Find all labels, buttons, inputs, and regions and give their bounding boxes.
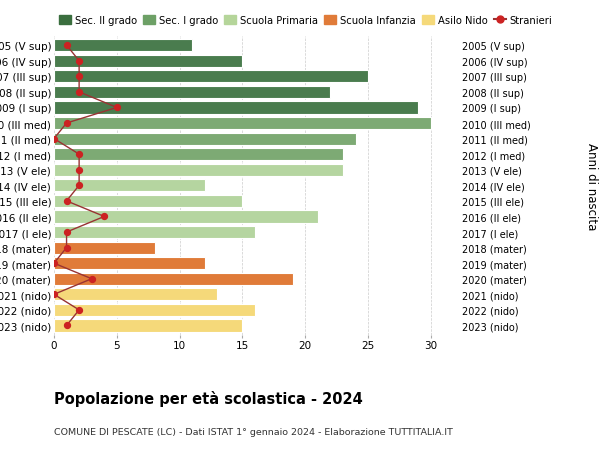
Bar (54, 40, 192, 52)
Bar (54, 289, 217, 301)
Point (74, 307, 84, 314)
Bar (54, 118, 431, 130)
Text: COMUNE DI PESCATE (LC) - Dati ISTAT 1° gennaio 2024 - Elaborazione TUTTITALIA.IT: COMUNE DI PESCATE (LC) - Dati ISTAT 1° g… (54, 427, 453, 436)
Legend: Sec. II grado, Sec. I grado, Scuola Primaria, Scuola Infanzia, Asilo Nido, Stran: Sec. II grado, Sec. I grado, Scuola Prim… (59, 16, 553, 26)
Point (62, 198, 71, 205)
Point (62, 322, 71, 330)
Point (74, 167, 84, 174)
Bar (54, 56, 242, 67)
Point (62, 244, 71, 252)
Bar (54, 226, 255, 239)
Bar (54, 102, 418, 114)
Point (74, 151, 84, 158)
Bar (54, 164, 343, 176)
Point (74, 73, 84, 81)
Point (62, 229, 71, 236)
Bar (54, 196, 242, 207)
Bar (54, 180, 205, 192)
Point (49, 291, 59, 298)
Point (87, 275, 97, 283)
Bar (54, 133, 355, 146)
Text: Popolazione per età scolastica - 2024: Popolazione per età scolastica - 2024 (54, 390, 363, 406)
Point (112, 105, 122, 112)
Bar (54, 149, 343, 161)
Point (62, 120, 71, 128)
Point (49, 135, 59, 143)
Point (49, 260, 59, 267)
Bar (54, 257, 205, 269)
Bar (54, 319, 242, 332)
Bar (54, 71, 368, 83)
Text: Anni di nascita: Anni di nascita (584, 142, 598, 230)
Bar (54, 87, 331, 99)
Point (100, 213, 109, 221)
Bar (54, 273, 293, 285)
Bar (54, 304, 255, 316)
Bar (54, 242, 155, 254)
Point (74, 182, 84, 190)
Point (62, 42, 71, 50)
Point (74, 89, 84, 96)
Bar (54, 211, 318, 223)
Point (74, 58, 84, 65)
